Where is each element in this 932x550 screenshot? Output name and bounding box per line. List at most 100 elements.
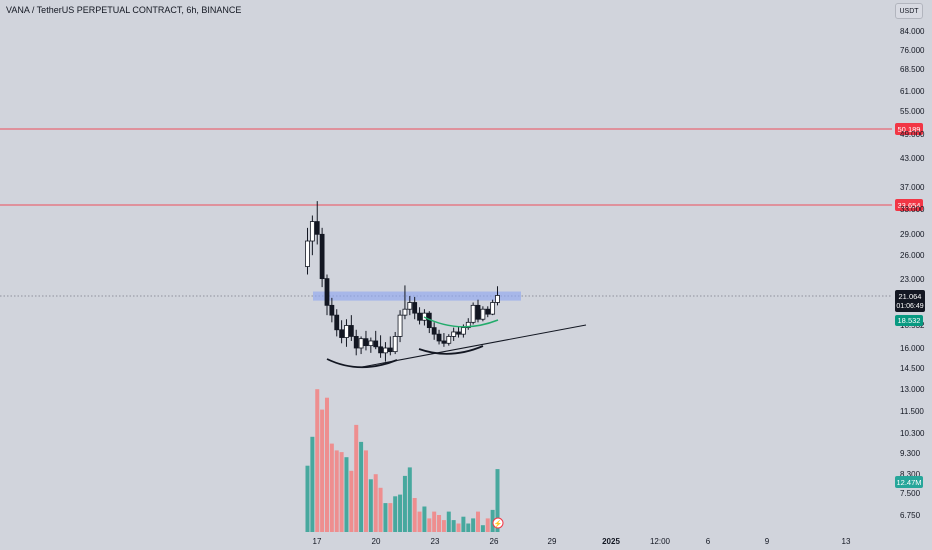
rounded-bottom-right <box>418 345 484 355</box>
symbol-title: VANA / TetherUS PERPETUAL CONTRACT, 6h, … <box>6 5 242 15</box>
price-tick-label: 37.000 <box>900 183 925 192</box>
ascending-trendline <box>361 324 587 368</box>
volume-bar <box>432 511 437 532</box>
candle-body <box>451 331 457 337</box>
volume-bar <box>446 511 451 532</box>
volume-bar <box>363 450 368 532</box>
candle-body <box>407 302 413 310</box>
price-tick-label: 29.000 <box>900 230 925 239</box>
price-tick-label: 14.500 <box>900 364 925 373</box>
price-tick-label: 6.750 <box>900 511 921 520</box>
price-tick-label: 61.000 <box>900 87 925 96</box>
price-axis[interactable]: 84.000 76.000 68.500 61.000 55.000 49.000 43.0… <box>900 27 925 520</box>
trendline-drawings[interactable]: ⚡ <box>326 316 587 529</box>
candle-body <box>329 304 335 316</box>
volume-bar <box>412 498 417 532</box>
volume-bar <box>490 509 495 532</box>
candles <box>305 201 500 362</box>
candle-body <box>348 325 354 337</box>
volume-bar <box>398 494 403 532</box>
time-tick-label: 17 <box>313 537 322 546</box>
candle-body <box>309 221 315 242</box>
candle-body <box>465 321 471 329</box>
candle-body <box>363 338 369 347</box>
volume-bar <box>359 441 364 532</box>
candle-body <box>475 304 481 320</box>
volume-bar <box>441 520 446 532</box>
price-tick-label: 43.000 <box>900 154 925 163</box>
ma-value-label: 18.532 <box>898 316 921 325</box>
volume-bar <box>471 518 476 532</box>
candle-body <box>344 325 349 338</box>
volume-bar <box>388 503 393 532</box>
candle-body <box>368 340 374 347</box>
rounded-bottom-left <box>326 358 398 369</box>
price-tick-label: 9.300 <box>900 449 921 458</box>
time-axis[interactable]: 17 20 23 26 29 2025 12:00 6 9 13 <box>313 537 851 546</box>
volume-bar <box>451 520 456 532</box>
resistance-zone[interactable] <box>313 291 521 301</box>
volume-bar <box>324 397 329 532</box>
level-price-label: 50.189 <box>898 125 921 134</box>
price-tick-label: 49.000 <box>900 130 925 139</box>
lightning-glyph: ⚡ <box>494 519 503 528</box>
zone-rectangle <box>313 291 521 301</box>
candle-body <box>305 240 310 267</box>
time-tick-label: 13 <box>842 537 851 546</box>
price-tick-label: 7.500 <box>900 489 921 498</box>
candle-body <box>373 340 379 348</box>
candle-body <box>387 347 393 353</box>
volume-bar <box>349 470 354 532</box>
candle-body <box>324 278 330 306</box>
time-tick-label: 6 <box>706 537 711 546</box>
volume-bar <box>373 474 378 532</box>
candle-body <box>436 333 442 342</box>
volume-bar <box>315 389 320 532</box>
volume-bars <box>305 389 500 532</box>
horizontal-levels[interactable]: 50.189 33.654 <box>0 123 923 297</box>
lightning-icon <box>492 517 504 529</box>
volume-bar <box>334 450 339 532</box>
volume-bar <box>422 506 427 532</box>
volume-bar <box>344 457 349 532</box>
volume-bar <box>485 518 490 532</box>
time-tick-label: 12:00 <box>650 537 671 546</box>
volume-bar <box>383 503 388 532</box>
axis-labels: 21.064 01:06:49 18.532 12.47M <box>895 290 925 488</box>
candle-body <box>485 308 491 315</box>
time-tick-label: 23 <box>431 537 440 546</box>
price-tick-label: 11.500 <box>900 407 924 416</box>
volume-bar <box>393 496 398 532</box>
price-tick-label: 13.000 <box>900 385 925 394</box>
countdown-label: 01:06:49 <box>896 303 923 310</box>
candle-body <box>314 221 320 235</box>
time-tick-label: 9 <box>765 537 770 546</box>
volume-bar <box>320 409 325 532</box>
volume-bar <box>495 469 500 532</box>
volume-bar <box>466 523 471 532</box>
candle-body <box>402 308 408 316</box>
level-price-badge <box>895 199 923 211</box>
candle-body <box>397 314 403 337</box>
price-tick-label: 55.000 <box>900 107 925 116</box>
currency-button[interactable]: USDT <box>895 3 923 19</box>
current-price-badge <box>895 290 925 312</box>
time-tick-label: 29 <box>548 537 557 546</box>
candle-body <box>339 329 345 338</box>
volume-value-label: 12.47M <box>896 478 921 487</box>
volume-bar <box>456 523 461 532</box>
volume-bar <box>339 452 344 532</box>
time-tick-label: 2025 <box>602 537 620 546</box>
volume-bar <box>368 479 373 532</box>
green-ma-curve <box>423 316 499 328</box>
volume-bar <box>476 511 481 532</box>
candle-body <box>358 338 364 349</box>
candle-body <box>446 336 452 344</box>
current-price-label: 21.064 <box>899 292 922 301</box>
volume-bar <box>378 487 383 532</box>
candle-body <box>383 347 388 354</box>
price-tick-label: 16.000 <box>900 344 925 353</box>
price-tick-label: 23.000 <box>900 275 925 284</box>
candle-body <box>480 308 486 320</box>
